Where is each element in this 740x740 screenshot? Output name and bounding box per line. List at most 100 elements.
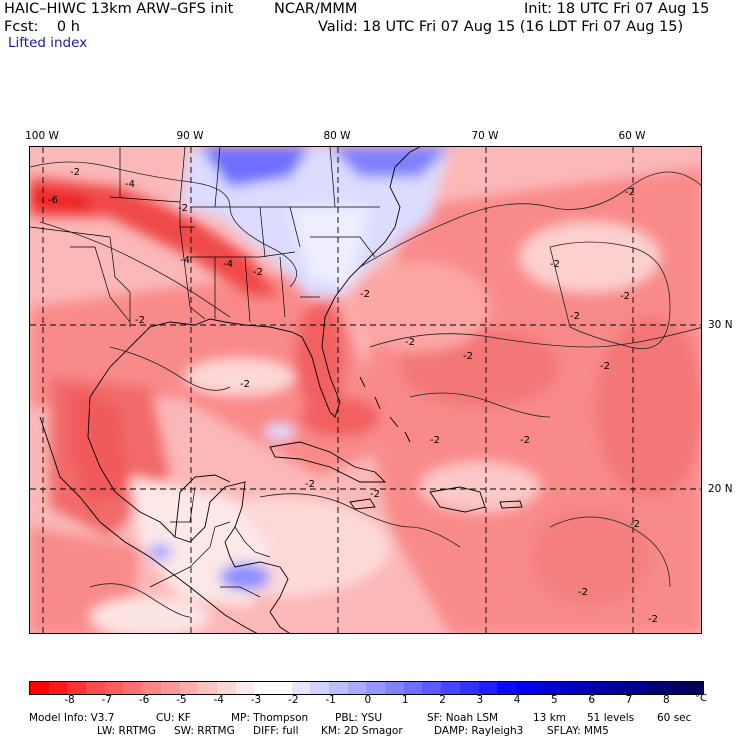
colorbar-segment [104, 682, 124, 694]
colorbar-segment [160, 682, 180, 694]
colorbar-segment [684, 682, 703, 694]
contour-label: -4 [125, 179, 135, 190]
colorbar-tick-label: 1 [401, 694, 409, 706]
political-borders [30, 147, 380, 598]
colorbar-segment [291, 682, 311, 694]
lon-label-100w: 100 W [25, 130, 59, 142]
lon-label-80w: 80 W [323, 130, 351, 142]
colorbar-tick-label: -2 [288, 694, 299, 706]
colorbar-tick-label: 4 [513, 694, 521, 706]
colorbar-tick-label: -3 [250, 694, 262, 706]
colorbar-segment [628, 682, 647, 694]
footer-sf: SF: Noah LSM [427, 712, 499, 724]
contour-label: -2 [430, 435, 440, 446]
colorbar-segment [385, 682, 404, 694]
colorbar-segment [646, 682, 666, 694]
footer-levels: 51 levels [587, 712, 635, 724]
colorbar-segment [86, 682, 105, 694]
contour-label: -2 [578, 587, 588, 598]
colorbar-tick-label: 8 [662, 694, 670, 706]
lifted-index-map: -2 -4 -6 -2 -4 -4 -2 -2 -2 -2 -2 -2 -2 -… [29, 146, 702, 634]
colorbar-tick-label: -4 [213, 694, 224, 706]
contour-label: -2 [305, 479, 315, 490]
contour-lines [30, 161, 701, 618]
colorbar-segment [609, 682, 628, 694]
lon-label-60w: 60 W [618, 130, 646, 142]
contour-label: -4 [180, 255, 190, 266]
center-label: NCAR/MMM [274, 1, 358, 17]
lon-label-70w: 70 W [471, 130, 499, 142]
colorbar-tick-label: -7 [101, 694, 113, 706]
contour-label: -2 [570, 311, 580, 322]
footer-km: KM: 2D Smagor [321, 725, 403, 737]
field-name: Lifted index [8, 35, 88, 51]
contour-label: -2 [620, 291, 630, 302]
colorbar-tick-label: 0 [364, 694, 372, 706]
contour-label: -2 [70, 167, 80, 178]
lifted-index-field [30, 147, 701, 633]
colorbar-segment [142, 682, 161, 694]
colorbar-tick-label: 7 [625, 694, 633, 706]
contour-label-group: -2 -4 -6 -2 -4 -4 -2 -2 -2 -2 -2 -2 -2 -… [48, 167, 658, 625]
contour-label: -4 [223, 259, 233, 270]
valid-time: Valid: 18 UTC Fri 07 Aug 15 (16 LDT Fri … [318, 19, 684, 35]
contour-label: -2 [520, 435, 530, 446]
contour-label: -2 [253, 267, 263, 278]
forecast-hour: Fcst: 0 h [4, 19, 80, 35]
colorbar [29, 681, 704, 695]
contour-label: -2 [360, 289, 370, 300]
footer-damp: DAMP: Rayleigh3 [434, 725, 524, 737]
lon-label-90w: 90 W [176, 130, 204, 142]
footer-sw: SW: RRTMG [174, 725, 235, 737]
init-time: Init: 18 UTC Fri 07 Aug 15 [524, 1, 710, 17]
colorbar-tick-label: -1 [325, 694, 336, 706]
colorbar-segment [571, 682, 591, 694]
colorbar-tick-label: 6 [588, 694, 596, 706]
contour-label: -2 [463, 351, 473, 362]
colorbar-tick-label: -8 [64, 694, 75, 706]
contour-label: -2 [550, 259, 560, 270]
contour-label: -2 [648, 614, 658, 625]
colorbar-segment [198, 682, 217, 694]
colorbar-segment [123, 682, 143, 694]
colorbar-segment [67, 682, 87, 694]
contour-label: -6 [48, 195, 58, 206]
lat-label-20n: 20 N [708, 483, 733, 495]
colorbar-tick-label: -6 [138, 694, 150, 706]
contour-label: -2 [600, 361, 610, 372]
colorbar-segment [403, 682, 423, 694]
colorbar-tick-label: 3 [476, 694, 484, 706]
colorbar-segment [216, 682, 236, 694]
footer-cu: CU: KF [156, 712, 191, 724]
map-canvas: -2 -4 -6 -2 -4 -4 -2 -2 -2 -2 -2 -2 -2 -… [30, 147, 701, 633]
lat-lon-grid [30, 147, 701, 633]
colorbar-segment [48, 682, 68, 694]
colorbar-segment [534, 682, 554, 694]
colorbar-segment [347, 682, 367, 694]
colorbar-segment [366, 682, 386, 694]
footer-sflay: SFLAY: MM5 [547, 725, 609, 737]
footer-diff: DIFF: full [253, 725, 299, 737]
colorbar-segment [235, 682, 255, 694]
colorbar-segment [422, 682, 442, 694]
colorbar-segment [665, 682, 685, 694]
colorbar-unit: °C [695, 693, 707, 704]
colorbar-segment [553, 682, 572, 694]
model-title: HAIC–HIWC 13km ARW–GFS init [4, 1, 234, 17]
colorbar-segment [179, 682, 199, 694]
contour-label: -2 [240, 379, 250, 390]
lat-label-30n: 30 N [708, 319, 733, 331]
colorbar-segment [590, 682, 610, 694]
footer-lw: LW: RRTMG [97, 725, 156, 737]
contour-label: -2 [370, 489, 380, 500]
contour-label: -2 [135, 315, 145, 326]
colorbar-segment [441, 682, 460, 694]
colorbar-segment [515, 682, 535, 694]
colorbar-segment [30, 682, 49, 694]
coastlines [39, 147, 523, 633]
colorbar-segment [497, 682, 516, 694]
colorbar-segment [329, 682, 348, 694]
contour-label: -2 [630, 519, 640, 530]
colorbar-tick-label: -5 [176, 694, 187, 706]
colorbar-tick-label: 2 [439, 694, 446, 706]
